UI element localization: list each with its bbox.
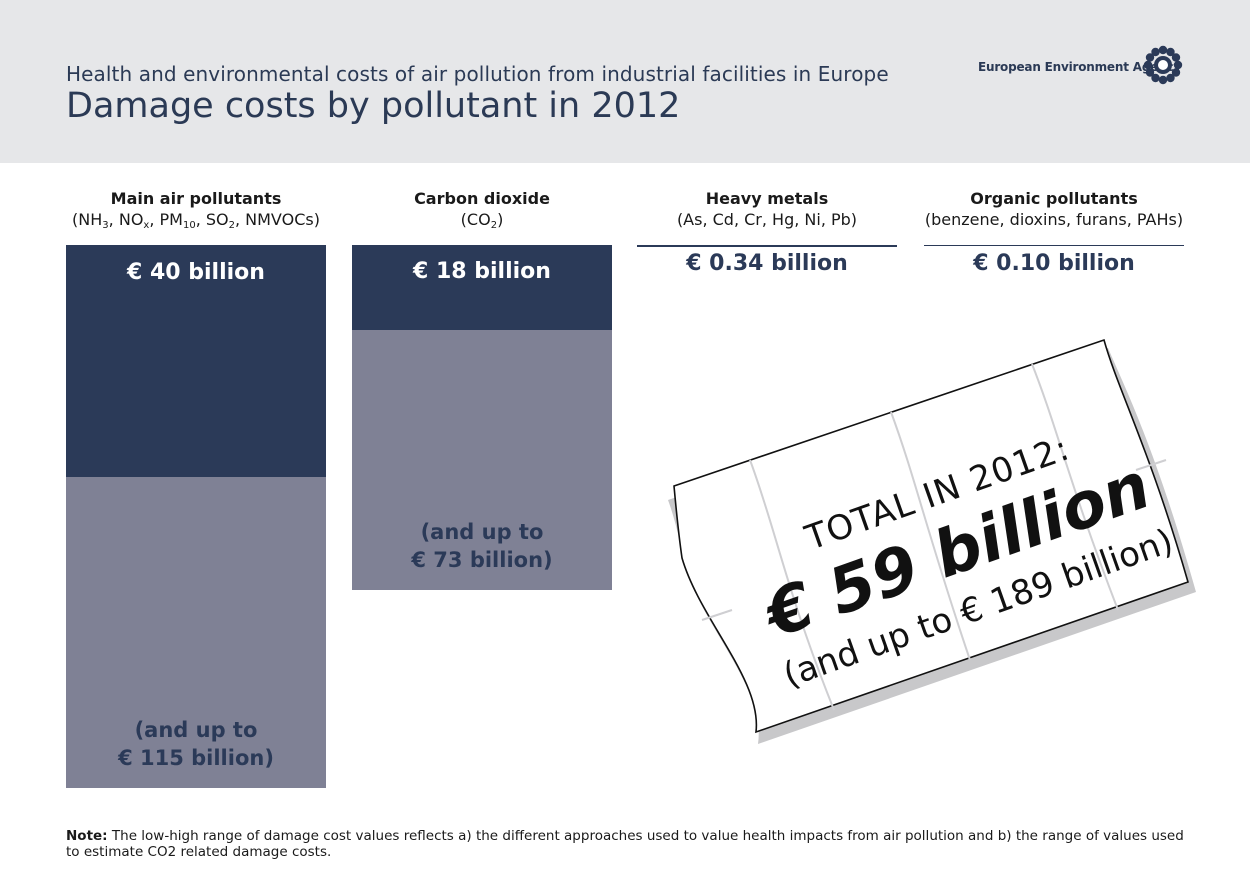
- page-title: Damage costs by pollutant in 2012: [66, 86, 681, 126]
- logo-ray: [1145, 53, 1155, 62]
- logo-ray: [1173, 60, 1183, 70]
- value-label-organic-pollutants: € 0.10 billion: [973, 251, 1135, 276]
- logo-ray: [1151, 47, 1160, 57]
- bar-high-label-line1: (and up to: [420, 520, 544, 544]
- col-name: Carbon dioxide: [414, 189, 550, 208]
- bar-low-label: € 18 billion: [413, 259, 551, 284]
- logo-ray: [1166, 73, 1175, 83]
- logo-ray: [1171, 68, 1181, 77]
- col-header-main-air-pollutants: Main air pollutants (NH3, NOx, PM10, SO2…: [56, 188, 336, 231]
- col-detail: (NH3, NOx, PM10, SO2, NMVOCs): [72, 210, 320, 231]
- logo-ray: [1145, 68, 1155, 77]
- bar-high-label: (and up to € 73 billion): [352, 518, 612, 574]
- logo-ray: [1166, 47, 1175, 57]
- footnote: Note: The low-high range of damage cost …: [66, 828, 1196, 860]
- header-band: Health and environmental costs of air po…: [0, 0, 1250, 163]
- col-name: Main air pollutants: [110, 189, 282, 208]
- col-detail: (As, Cd, Cr, Hg, Ni, Pb): [676, 210, 858, 229]
- eea-sun-logo-icon: [1143, 45, 1183, 85]
- col-header-organic-pollutants: Organic pollutants (benzene, dioxins, fu…: [914, 188, 1194, 230]
- logo-ray: [1151, 73, 1160, 83]
- logo-ray: [1158, 75, 1168, 85]
- bar-high-label-line1: (and up to: [134, 718, 258, 742]
- col-header-carbon-dioxide: Carbon dioxide (CO2): [342, 188, 622, 231]
- bar-high-label-line2: € 115 billion): [118, 746, 274, 770]
- bar-low-label: € 40 billion: [127, 260, 265, 285]
- logo-ray: [1171, 53, 1181, 62]
- note-label: Note:: [66, 828, 108, 844]
- page-subtitle: Health and environmental costs of air po…: [66, 62, 889, 86]
- bar-high-label: (and up to € 115 billion): [66, 716, 326, 772]
- org-name: European Environment Agency: [978, 60, 1182, 74]
- col-detail: (CO2): [460, 210, 504, 231]
- col-detail: (benzene, dioxins, furans, PAHs): [924, 210, 1184, 229]
- bar-high-label-line2: € 73 billion): [411, 548, 553, 572]
- logo-ray: [1143, 60, 1153, 70]
- bar-low-main-air-pollutants: [66, 245, 326, 477]
- logo-ray: [1158, 45, 1168, 55]
- total-ticket-graphic: [668, 338, 1196, 744]
- bar-heavy-metals: [637, 245, 897, 247]
- value-label-heavy-metals: € 0.34 billion: [686, 251, 848, 276]
- note-text: The low-high range of damage cost values…: [66, 828, 1184, 860]
- bar-organic-pollutants: [924, 245, 1184, 246]
- col-name: Organic pollutants: [970, 189, 1138, 208]
- col-header-heavy-metals: Heavy metals (As, Cd, Cr, Hg, Ni, Pb): [627, 188, 907, 230]
- bar-low-carbon-dioxide: [352, 245, 612, 330]
- col-name: Heavy metals: [705, 189, 829, 208]
